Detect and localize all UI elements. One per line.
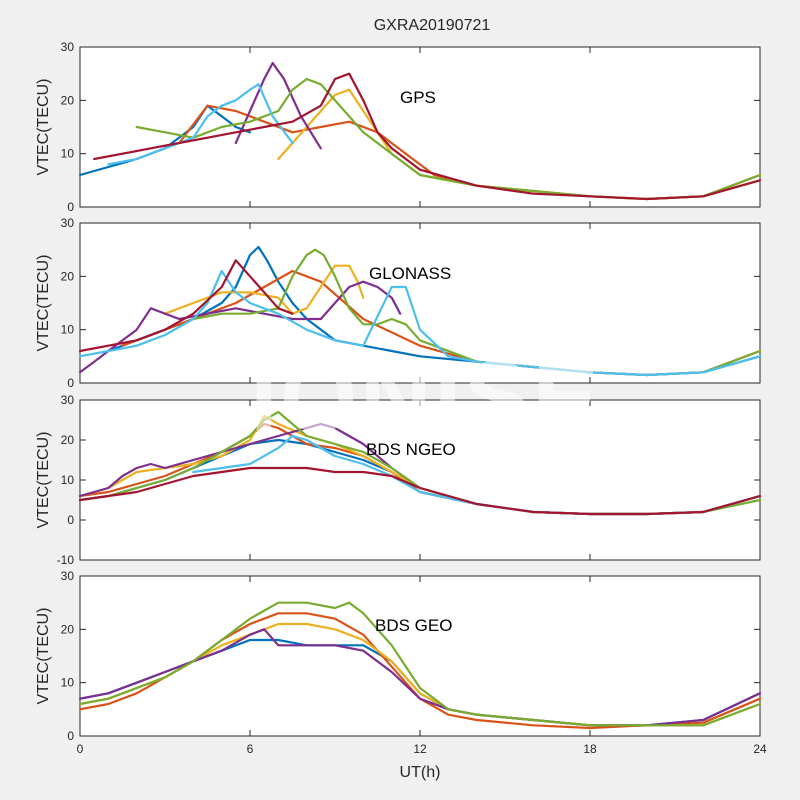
y-tick-label: 0: [67, 200, 74, 214]
x-tick-label: 18: [583, 742, 597, 756]
y-tick-label: 30: [61, 40, 75, 54]
chart-title: GXRA20190721: [374, 17, 491, 34]
y-tick-label: 30: [61, 393, 75, 407]
x-axis-label: UT(h): [400, 764, 441, 781]
series-line-5: [107, 83, 294, 166]
plot-area: [79, 575, 761, 737]
y-tick-label: 0: [67, 376, 74, 390]
panel-label: GLONASS: [369, 264, 451, 283]
y-tick-label: 10: [61, 676, 75, 690]
x-tick-label: 12: [413, 742, 427, 756]
plot-area: [79, 222, 761, 384]
y-tick-label: 10: [61, 147, 75, 161]
panel-3: 0 10 20 30 0 6 12 18 24 VTEC(TECU) BDS GEO: [35, 569, 767, 756]
panel-2: -10 0 10 20 30 VTEC(TECU) BDS NGEO: [35, 393, 762, 567]
series-line-6: [78, 259, 294, 353]
x-tick-label: 24: [753, 742, 767, 756]
panel-0: 0 10 20 30 VTEC(TECU) GPS: [35, 40, 762, 214]
series-line-6: [78, 466, 762, 516]
panel-1: 0 10 20 30 VTEC(TECU) GLONASS: [35, 216, 762, 390]
series-line-2: [163, 264, 365, 315]
y-tick-label: 20: [61, 433, 75, 447]
y-tick-label: 30: [61, 569, 75, 583]
y-tick-label: 0: [67, 513, 74, 527]
y-axis-label: VTEC(TECU): [35, 255, 52, 352]
y-tick-label: 20: [61, 269, 75, 283]
panel-label: BDS NGEO: [366, 440, 456, 459]
panel-label: GPS: [400, 88, 436, 107]
plot-area: [79, 46, 761, 208]
x-tick-label: 6: [247, 742, 254, 756]
y-tick-label: 0: [67, 729, 74, 743]
series-line-6: [93, 72, 762, 201]
y-tick-label: 30: [61, 216, 75, 230]
y-tick-label: 20: [61, 622, 75, 636]
series-line-5: [78, 269, 762, 377]
y-axis-label: VTEC(TECU): [35, 79, 52, 176]
plot-area: [79, 399, 761, 561]
series-line-3: [78, 280, 402, 374]
y-axis-label: VTEC(TECU): [35, 432, 52, 529]
y-tick-label: 10: [61, 323, 75, 337]
panel-label: BDS GEO: [375, 616, 452, 635]
chart-panels: 0 10 20 30 VTEC(TECU) GPS 0 10 20 30 VTEC(TECU) GLO…: [35, 40, 767, 756]
series-line-4: [78, 601, 762, 727]
x-tick-label: 0: [77, 742, 84, 756]
y-tick-label: -10: [57, 553, 75, 567]
y-tick-label: 10: [61, 473, 75, 487]
y-axis-label: VTEC(TECU): [35, 608, 52, 705]
y-tick-label: 20: [61, 93, 75, 107]
series-line-0: [78, 104, 252, 177]
